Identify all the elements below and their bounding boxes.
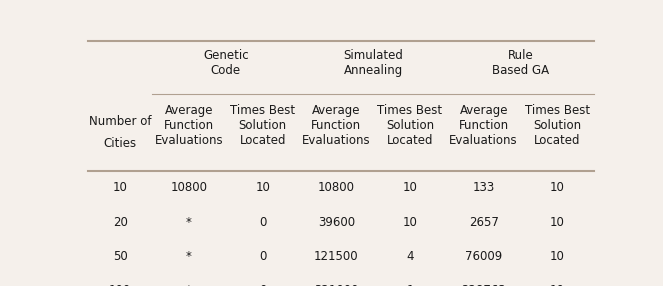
Text: 10: 10 xyxy=(402,216,418,229)
Text: Genetic
Code: Genetic Code xyxy=(203,49,249,77)
Text: 0: 0 xyxy=(259,216,267,229)
Text: 76009: 76009 xyxy=(465,250,503,263)
Text: *: * xyxy=(186,250,192,263)
Text: 10: 10 xyxy=(550,250,565,263)
Text: Average
Function
Evaluations: Average Function Evaluations xyxy=(302,104,371,147)
Text: 228763: 228763 xyxy=(461,284,506,286)
Text: 2657: 2657 xyxy=(469,216,499,229)
Text: 20: 20 xyxy=(113,216,127,229)
Text: *: * xyxy=(186,284,192,286)
Text: Average
Function
Evaluations: Average Function Evaluations xyxy=(450,104,518,147)
Text: Cities: Cities xyxy=(103,137,137,150)
Text: Times Best
Solution
Located: Times Best Solution Located xyxy=(230,104,295,147)
Text: Times Best
Solution
Located: Times Best Solution Located xyxy=(377,104,443,147)
Text: 10: 10 xyxy=(550,284,565,286)
Text: 0: 0 xyxy=(259,250,267,263)
Text: 100: 100 xyxy=(109,284,131,286)
Text: Simulated
Annealing: Simulated Annealing xyxy=(343,49,403,77)
Text: 121500: 121500 xyxy=(314,250,359,263)
Text: 10800: 10800 xyxy=(170,181,208,194)
Text: 0: 0 xyxy=(259,284,267,286)
Text: 4: 4 xyxy=(406,250,414,263)
Text: 10: 10 xyxy=(113,181,127,194)
Text: Number of: Number of xyxy=(89,115,151,128)
Text: 39600: 39600 xyxy=(318,216,355,229)
Text: 50: 50 xyxy=(113,250,127,263)
Text: Times Best
Solution
Located: Times Best Solution Located xyxy=(524,104,590,147)
Text: 10: 10 xyxy=(550,216,565,229)
Text: *: * xyxy=(186,216,192,229)
Text: 1: 1 xyxy=(406,284,414,286)
Text: Average
Function
Evaluations: Average Function Evaluations xyxy=(154,104,223,147)
Text: Rule
Based GA: Rule Based GA xyxy=(492,49,549,77)
Text: 10: 10 xyxy=(255,181,270,194)
Text: 10: 10 xyxy=(550,181,565,194)
Text: 321000: 321000 xyxy=(314,284,359,286)
Text: 133: 133 xyxy=(473,181,495,194)
Text: 10800: 10800 xyxy=(318,181,355,194)
Text: 10: 10 xyxy=(402,181,418,194)
